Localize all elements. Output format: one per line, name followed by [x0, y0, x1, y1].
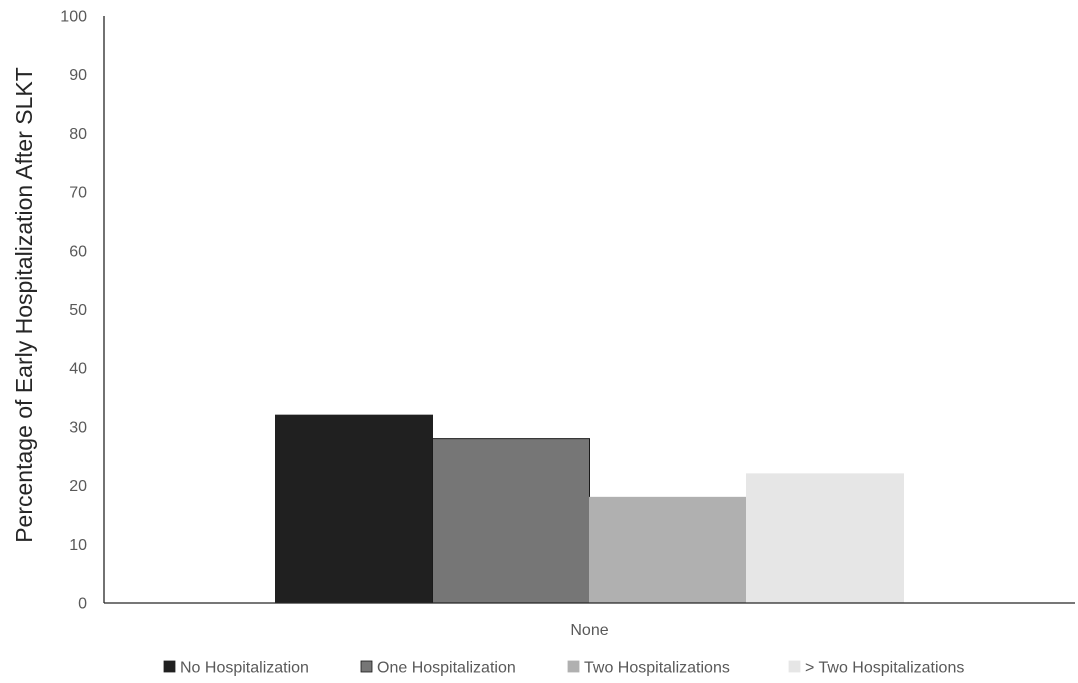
legend-item: Two Hospitalizations [567, 660, 730, 677]
legend-swatch [567, 660, 580, 673]
legend-label: > Two Hospitalizations [805, 660, 964, 677]
y-axis-title: Percentage of Early Hospitalization Afte… [11, 67, 37, 543]
legend-item: > Two Hospitalizations [788, 660, 964, 677]
legend: No Hospitalization One Hospitalization Two… [163, 660, 964, 677]
y-tick-label: 40 [69, 361, 87, 378]
bars-group [275, 414, 904, 604]
y-tick-label: 10 [69, 537, 87, 554]
y-tick-label: 0 [78, 596, 87, 613]
legend-swatch [163, 660, 176, 673]
bar-one-hospitalization [432, 438, 590, 604]
x-category-label: None [570, 622, 608, 639]
legend-item: No Hospitalization [163, 660, 309, 677]
y-tick-label: 90 [69, 67, 87, 84]
y-tick-label: 20 [69, 478, 87, 495]
y-axis-ticks: 0 10 20 30 40 50 60 70 80 90 100 [60, 9, 87, 613]
y-tick-label: 100 [60, 9, 87, 26]
legend-label: One Hospitalization [377, 660, 516, 677]
x-axis-category-labels: None [570, 622, 608, 639]
legend-label: Two Hospitalizations [584, 660, 730, 677]
legend-swatch [360, 660, 373, 673]
y-tick-label: 50 [69, 302, 87, 319]
legend-item: One Hospitalization [360, 660, 516, 677]
y-tick-label: 60 [69, 243, 87, 260]
bar-two-hospitalizations [746, 473, 904, 604]
legend-label: No Hospitalization [180, 660, 309, 677]
legend-swatch [788, 660, 801, 673]
y-tick-label: 30 [69, 419, 87, 436]
bar-no-hospitalization [275, 414, 433, 604]
y-tick-label: 70 [69, 185, 87, 202]
y-tick-label: 80 [69, 126, 87, 143]
bar-two-hospitalizations [589, 496, 747, 604]
